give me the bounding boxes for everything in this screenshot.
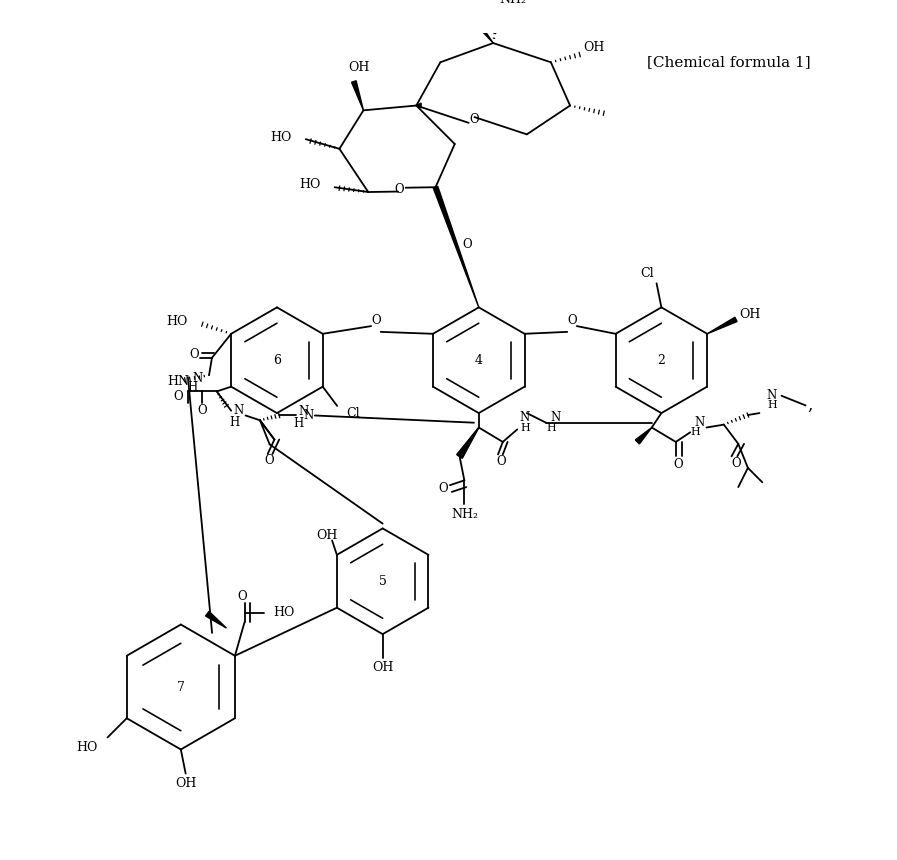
Text: O: O — [197, 404, 207, 417]
Polygon shape — [707, 317, 737, 334]
Polygon shape — [457, 427, 479, 458]
Text: O: O — [439, 482, 448, 494]
Text: O: O — [567, 314, 577, 327]
Polygon shape — [205, 611, 226, 628]
Text: H: H — [229, 415, 239, 429]
Text: O: O — [674, 458, 684, 470]
Text: HO: HO — [167, 315, 187, 328]
Text: H: H — [187, 381, 198, 394]
Polygon shape — [433, 187, 479, 307]
Text: O: O — [470, 114, 479, 126]
Text: NH₂: NH₂ — [499, 0, 526, 6]
Text: NH₂: NH₂ — [451, 507, 478, 520]
Text: OH: OH — [740, 308, 761, 321]
Polygon shape — [635, 427, 652, 444]
Text: 2: 2 — [658, 353, 666, 366]
Text: HO: HO — [274, 606, 295, 619]
Text: HO: HO — [270, 131, 292, 144]
Text: O: O — [394, 183, 404, 196]
Text: Cl: Cl — [347, 407, 361, 420]
Text: OH: OH — [372, 661, 394, 674]
Text: N: N — [303, 409, 313, 422]
Text: O: O — [190, 348, 199, 361]
Text: O: O — [496, 455, 506, 468]
Polygon shape — [352, 81, 363, 110]
Text: O: O — [238, 590, 248, 603]
Text: OH: OH — [175, 777, 196, 789]
Text: H: H — [690, 427, 700, 437]
Text: OH: OH — [348, 60, 370, 74]
Text: OH: OH — [583, 41, 605, 54]
Text: OH: OH — [317, 529, 338, 542]
Text: H: H — [293, 417, 303, 430]
Text: H: H — [767, 401, 777, 410]
Text: 6: 6 — [273, 353, 281, 366]
Polygon shape — [472, 17, 493, 43]
Text: HO: HO — [76, 740, 98, 753]
Text: O: O — [371, 314, 380, 327]
Text: 5: 5 — [379, 574, 387, 587]
Text: 7: 7 — [177, 680, 185, 693]
Text: ,: , — [807, 397, 813, 414]
Text: H: H — [520, 422, 530, 433]
Text: O: O — [462, 238, 472, 251]
Polygon shape — [457, 427, 479, 458]
Text: O: O — [173, 390, 183, 402]
Text: O: O — [732, 457, 741, 470]
Polygon shape — [416, 103, 421, 108]
Text: 4: 4 — [475, 353, 483, 366]
Text: N: N — [298, 405, 309, 418]
Text: H: H — [546, 422, 556, 433]
Text: [Chemical formula 1]: [Chemical formula 1] — [647, 55, 811, 70]
Text: HO: HO — [299, 178, 320, 191]
Text: O: O — [265, 454, 274, 467]
Text: Cl: Cl — [640, 267, 654, 280]
Text: N: N — [694, 416, 705, 429]
Text: N: N — [767, 390, 777, 402]
Text: N: N — [234, 404, 244, 417]
Text: N: N — [551, 411, 561, 424]
Text: HN: HN — [168, 375, 189, 389]
Text: N: N — [519, 411, 530, 424]
Text: N: N — [192, 372, 203, 384]
